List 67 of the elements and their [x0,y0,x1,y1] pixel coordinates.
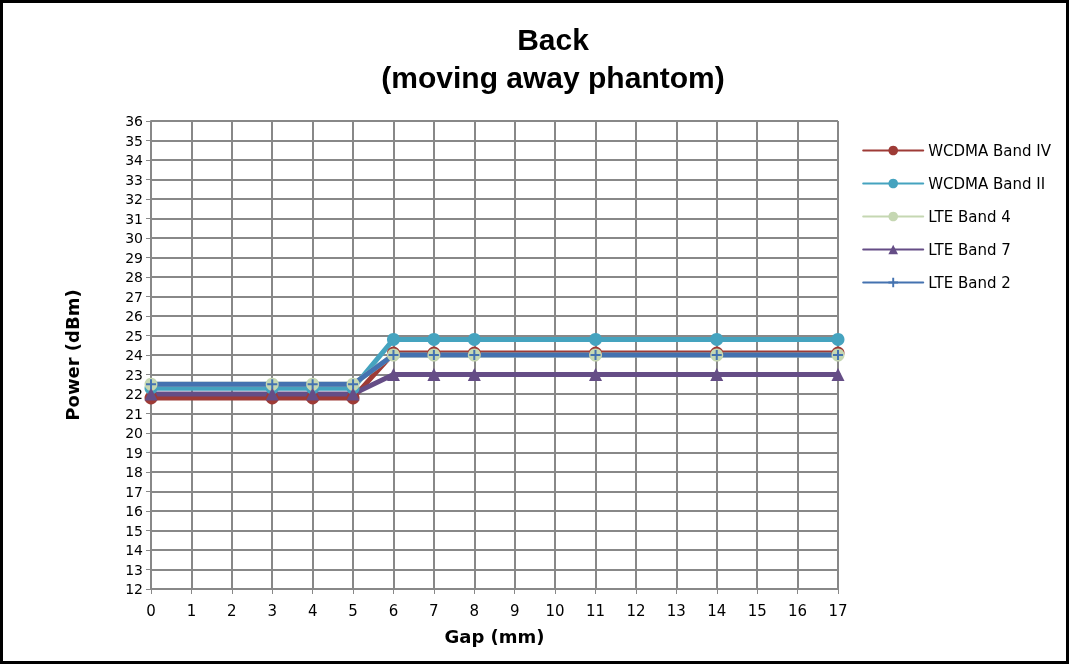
x-tick-label: 1 [186,601,197,620]
point [144,387,158,401]
point [467,368,481,381]
x-axis-title: Gap (mm) [444,625,545,647]
y-tick-label: 13 [125,561,143,578]
point [831,332,845,346]
point [467,332,481,346]
x-tick-label: 14 [707,601,727,620]
x-tick-label: 2 [227,601,237,620]
legend-label: LTE Band 7 [928,240,1011,259]
point [589,332,603,346]
point [710,368,724,381]
x-tick-label: 13 [666,601,686,620]
x-tick-label: 3 [267,601,278,620]
point [386,368,400,381]
y-tick-label: 34 [125,152,144,168]
x-tick-label: 10 [545,601,565,620]
point [386,332,400,346]
y-tick-label: 36 [125,113,144,129]
y-axis-title: Power (dBm) [61,289,83,421]
y-tick-label: 32 [125,191,143,207]
x-tick-label: 9 [509,601,520,620]
y-tick-label: 16 [125,503,144,519]
x-tick-label: 0 [146,601,156,620]
x-tick-label: 6 [388,601,399,620]
y-tick-label: 19 [125,444,143,461]
legend-label: LTE Band 4 [928,207,1011,226]
x-tick-label: 12 [626,601,646,620]
y-tick-label: 14 [125,542,144,558]
y-tick-label: 20 [125,425,143,441]
point [265,387,279,401]
y-tick-label: 31 [125,210,143,227]
point [427,332,441,346]
y-tick-label: 28 [125,269,143,285]
y-tick-label: 27 [125,288,143,305]
y-tick-label: 25 [125,327,143,344]
point [710,332,724,346]
y-tick-label: 35 [125,132,143,149]
y-tick-label: 22 [125,386,143,402]
point [346,387,360,401]
y-tick-label: 21 [125,405,143,422]
x-tick-label: 4 [307,601,318,620]
y-tick-label: 30 [125,230,143,246]
y-tick-label: 29 [125,249,143,266]
point [306,387,320,401]
legend-label: WCDMA Band IV [928,141,1052,160]
y-tick-label: 26 [125,308,144,324]
chart-title: Back (moving away phantom) [381,22,725,94]
y-tick-label: 33 [125,171,143,188]
y-tick-label: 24 [125,347,144,363]
point [427,368,441,381]
point [589,368,603,381]
point [831,368,845,381]
y-tick-label: 18 [125,464,143,480]
x-tick-label: 8 [469,601,480,620]
x-tick-label: 17 [828,601,848,620]
x-tick-label: 7 [429,601,439,620]
x-tick-label: 15 [747,601,767,620]
x-tick-label: 16 [788,601,808,620]
x-tick-label: 5 [348,601,358,620]
y-tick-label: 15 [125,522,143,539]
y-tick-label: 17 [125,483,143,500]
x-tick-label: 11 [585,601,606,620]
legend-label: LTE Band 2 [928,273,1011,292]
legend-label: WCDMA Band II [928,174,1046,193]
y-tick-label: 23 [125,366,143,383]
y-tick-label: 12 [125,581,143,597]
